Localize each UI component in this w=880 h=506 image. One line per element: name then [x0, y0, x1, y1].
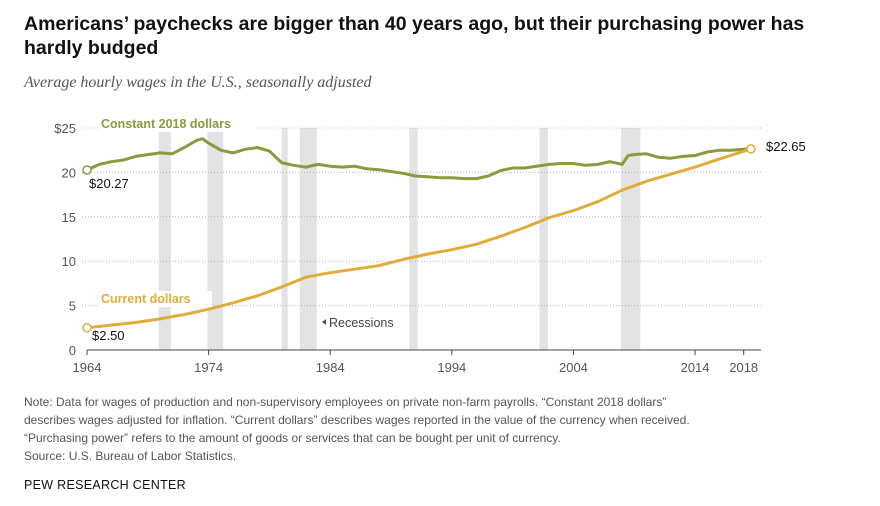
recession-bands [158, 128, 641, 350]
note-line-3: “Purchasing power” refers to the amount … [24, 431, 561, 445]
recession-band [281, 128, 288, 350]
series-lines [82, 137, 756, 333]
x-tick-label: 1964 [73, 360, 102, 375]
y-tick-label: 15 [62, 210, 76, 225]
chart-subtitle: Average hourly wages in the U.S., season… [24, 74, 372, 91]
legend-current-dollars: Current dollars [101, 292, 191, 306]
y-tick-label: 10 [62, 254, 76, 269]
recession-band [409, 128, 418, 350]
y-tick-label: 5 [69, 299, 76, 314]
label-halo [98, 291, 212, 307]
series-line-constant-2018-dollars [85, 137, 753, 181]
note-line-2: describes wages adjusted for inflation. … [24, 413, 690, 427]
end-value-2018: $22.65 [766, 139, 806, 154]
x-tick-label: 1984 [316, 360, 345, 375]
note-line-1: Note: Data for wages of production and n… [24, 395, 667, 409]
y-tick-label: 20 [62, 165, 76, 180]
x-tick-label: 1974 [194, 360, 223, 375]
recession-band [620, 128, 641, 350]
recession-band [299, 128, 317, 350]
series-line-current-dollars [85, 147, 753, 330]
source-line: Source: U.S. Bureau of Labor Statistics. [24, 449, 237, 463]
start-value-current: $2.50 [92, 328, 125, 343]
x-tick-label: 2004 [559, 360, 588, 375]
series-start-marker [82, 323, 92, 333]
y-tick-label: $25 [54, 121, 76, 136]
y-tick-label: 0 [69, 343, 76, 358]
recession-band [539, 128, 548, 350]
series-labels: Constant 2018 dollars Current dollars $20.… [89, 116, 806, 343]
x-tick-label: 2018 [729, 360, 758, 375]
legend-constant-2018-dollars: Constant 2018 dollars [101, 117, 231, 131]
gridlines [82, 127, 761, 307]
recession-band [207, 128, 224, 350]
series-start-marker [82, 165, 92, 175]
x-tick-label: 2014 [681, 360, 710, 375]
axes: 0 5 10 15 20 $25 1964 1974 1984 1994 2004 2014 2018 [54, 121, 761, 375]
recession-annotation: Recessions [329, 316, 394, 330]
series-end-marker [746, 144, 756, 154]
label-halo [98, 116, 256, 132]
recession-arrow-icon [322, 319, 326, 325]
brand-logo-text: PEW RESEARCH CENTER [24, 478, 186, 492]
start-value-constant: $20.27 [89, 176, 129, 191]
chart-title: Americans’ paychecks are bigger than 40 … [24, 13, 805, 59]
x-tick-label: 1994 [437, 360, 466, 375]
